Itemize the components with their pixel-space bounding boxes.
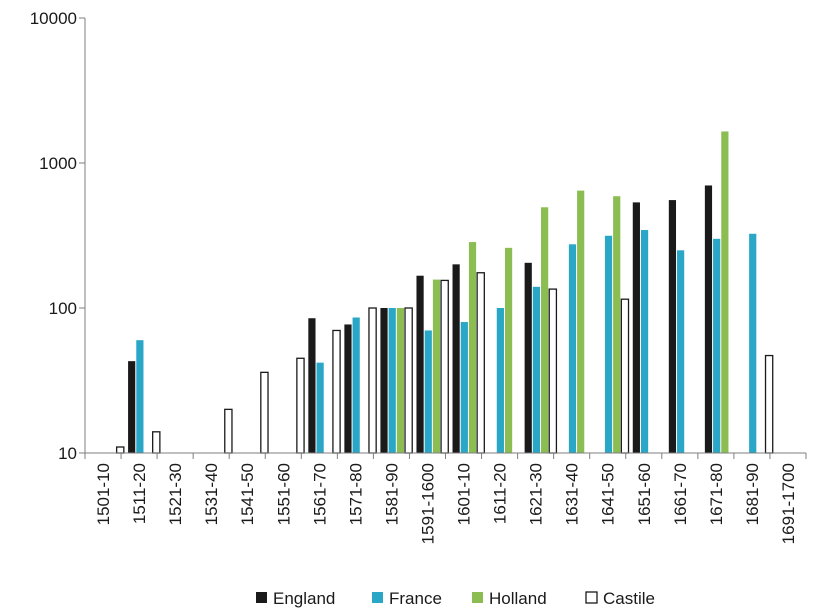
bar-castile-1601-10 (476, 272, 485, 454)
bar-castile-1591-1600 (440, 279, 449, 454)
legend: England France Holland Castile (256, 589, 655, 608)
bar-castile-1511-20 (152, 431, 161, 454)
bar-england-1511-20 (128, 361, 136, 453)
bar-castile-1561-70 (332, 329, 341, 454)
x-tick-label: 1551-60 (274, 463, 293, 525)
legend-swatch-holland (472, 592, 483, 603)
bar-france-1661-70 (677, 250, 685, 453)
bar-england-1651-60 (632, 202, 640, 453)
x-tick-label: 1621-30 (527, 463, 546, 525)
x-tick-label: 1571-80 (346, 463, 365, 525)
y-tick-label: 10 (58, 444, 77, 463)
x-axis-tick-labels: 1501-10 1511-20 1521-30 1531-40 1541-50 1551-… (94, 463, 798, 544)
bar-castile-1551-60 (296, 357, 305, 454)
y-tick-label: 1000 (39, 154, 77, 173)
bar-england-1571-80 (344, 324, 352, 453)
x-tick-label: 1561-70 (310, 463, 329, 525)
bar-france-1671-80 (713, 238, 721, 453)
legend-swatch-england (256, 592, 267, 603)
legend-label-france: France (389, 589, 442, 608)
bar-castile-1571-80 (368, 307, 377, 454)
bar-castile-1501-10 (115, 446, 125, 454)
x-tick-label: 1581-90 (382, 463, 401, 525)
bar-england-1591-1600 (416, 275, 424, 453)
bar-france-1681-90 (749, 233, 757, 453)
bar-castile-1641-50 (620, 298, 630, 454)
bar-france-1571-80 (352, 317, 360, 453)
y-axis-ticks: 10 100 1000 10000 (30, 9, 85, 463)
x-tick-label: 1661-70 (671, 463, 690, 525)
x-tick-label: 1531-40 (202, 463, 221, 525)
x-tick-label: 1511-20 (130, 463, 149, 524)
x-tick-label: 1631-40 (563, 463, 582, 525)
legend-label-castile: Castile (603, 589, 655, 608)
legend-swatch-france (372, 592, 383, 603)
x-tick-label: 1601-10 (455, 463, 474, 525)
bar-holland-1611-20 (504, 247, 513, 453)
bar-holland-1631-40 (577, 190, 585, 454)
bar-england-1601-10 (452, 264, 460, 453)
legend-label-england: England (273, 589, 335, 608)
bar-castile-1541-50 (260, 371, 269, 454)
bar-france-1611-20 (496, 308, 504, 453)
bars (115, 131, 774, 454)
bar-france-1581-90 (388, 308, 396, 453)
bar-holland-1581-90 (396, 308, 405, 453)
x-tick-label: 1671-80 (707, 463, 726, 525)
bar-france-1591-1600 (424, 330, 432, 453)
y-tick-label: 100 (49, 299, 77, 318)
bar-france-1561-70 (316, 362, 324, 453)
x-tick-label: 1691-1700 (779, 463, 798, 544)
x-tick-label: 1611-20 (491, 463, 510, 524)
bar-holland-1641-50 (613, 196, 621, 454)
x-tick-label: 1681-90 (743, 463, 762, 525)
x-tick-label: 1641-50 (599, 463, 618, 525)
bar-france-1641-50 (604, 235, 613, 453)
axes (84, 18, 807, 459)
bar-castile-1681-90 (764, 354, 774, 454)
bar-castile-1531-40 (224, 408, 233, 454)
bar-holland-1591-1600 (432, 279, 441, 453)
x-tick-label: 1521-30 (166, 463, 185, 525)
x-tick-label: 1501-10 (94, 463, 113, 525)
bar-france-1621-30 (532, 286, 541, 453)
y-tick-label: 10000 (30, 9, 77, 28)
bar-france-1631-40 (568, 244, 577, 453)
bar-france-1651-60 (640, 230, 649, 453)
bar-castile-1621-30 (548, 288, 558, 454)
bar-castile-1581-90 (404, 307, 413, 454)
bar-holland-1671-80 (721, 131, 729, 453)
bar-france-1511-20 (136, 340, 144, 453)
x-tick-label: 1651-60 (635, 463, 654, 525)
bar-holland-1601-10 (468, 242, 477, 453)
legend-swatch-castile (585, 591, 598, 604)
bar-england-1661-70 (668, 200, 677, 453)
bar-england-1581-90 (380, 308, 388, 453)
x-tick-label: 1541-50 (238, 463, 257, 525)
x-tick-label: 1591-1600 (419, 463, 438, 544)
legend-label-holland: Holland (489, 589, 547, 608)
bar-holland-1621-30 (541, 207, 549, 453)
bar-england-1621-30 (524, 262, 532, 453)
bar-england-1671-80 (704, 185, 713, 453)
bar-england-1561-70 (308, 318, 316, 453)
bar-france-1601-10 (460, 322, 468, 453)
